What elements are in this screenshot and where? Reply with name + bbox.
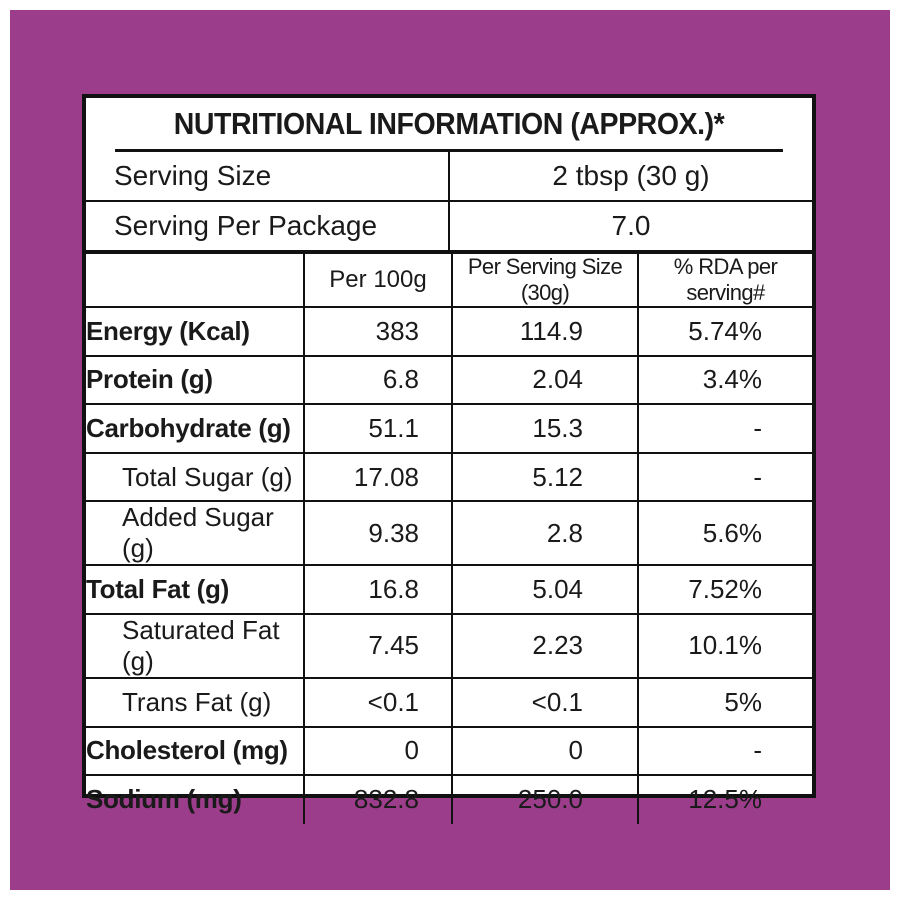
per-serving-value: <0.1 xyxy=(451,676,639,728)
nutrition-panel: NUTRITIONAL INFORMATION (APPROX.)* Servi… xyxy=(82,94,816,824)
servings-per-package-value: 7.0 xyxy=(611,210,651,241)
servings-per-package-row: Serving Per Package 7.0 xyxy=(86,202,812,254)
per-serving-value: 2.8 xyxy=(451,500,639,567)
per-100g-value: 6.8 xyxy=(303,354,453,406)
per-serving-value: 5.04 xyxy=(451,564,639,615)
rda-value: 3.4% xyxy=(637,354,812,406)
table-header-row: Per 100g Per Serving Size (30g) % RDA pe… xyxy=(86,254,812,308)
rda-value: 7.52% xyxy=(637,564,812,615)
table-row: Sodium (mg) 832.8 250.0 12.5% xyxy=(86,774,812,824)
servings-per-package-label: Serving Per Package xyxy=(86,202,450,250)
table-row: Total Fat (g) 16.8 5.04 7.52% xyxy=(86,564,812,615)
serving-size-row: Serving Size 2 tbsp (30 g) xyxy=(86,152,812,202)
per-100g-value: 9.38 xyxy=(303,500,453,567)
per-serving-value: 15.3 xyxy=(451,403,639,454)
per-100g-value: 16.8 xyxy=(303,564,453,615)
serving-size-value: 2 tbsp (30 g) xyxy=(552,160,710,191)
nutrient-label: Trans Fat (g) xyxy=(86,676,305,728)
per-100g-value: 383 xyxy=(303,306,453,357)
per-100g-value: 17.08 xyxy=(303,451,453,503)
panel-title: NUTRITIONAL INFORMATION (APPROX.)* xyxy=(115,98,783,152)
rda-value: 5% xyxy=(637,676,812,728)
per-serving-value: 5.12 xyxy=(451,451,639,503)
rda-value: - xyxy=(637,451,812,503)
table-row: Carbohydrate (g) 51.1 15.3 - xyxy=(86,403,812,454)
table-row: Saturated Fat (g) 7.45 2.23 10.1% xyxy=(86,612,812,679)
table-row: Protein (g) 6.8 2.04 3.4% xyxy=(86,354,812,406)
nutrition-table: Per 100g Per Serving Size (30g) % RDA pe… xyxy=(86,254,812,824)
rda-value: 5.74% xyxy=(637,306,812,357)
rda-value: - xyxy=(637,725,812,777)
table-row: Added Sugar (g) 9.38 2.8 5.6% xyxy=(86,500,812,567)
table-row: Trans Fat (g) <0.1 <0.1 5% xyxy=(86,676,812,728)
header-per-100g: Per 100g xyxy=(303,254,453,308)
nutrient-label: Cholesterol (mg) xyxy=(86,725,305,777)
nutrient-label: Added Sugar (g) xyxy=(86,500,305,567)
per-100g-value: <0.1 xyxy=(303,676,453,728)
per-100g-value: 832.8 xyxy=(303,774,453,824)
nutrient-label: Total Sugar (g) xyxy=(86,451,305,503)
per-serving-value: 2.23 xyxy=(451,612,639,679)
rda-value: - xyxy=(637,403,812,454)
nutrient-label: Sodium (mg) xyxy=(86,774,305,824)
per-100g-value: 51.1 xyxy=(303,403,453,454)
table-row: Cholesterol (mg) 0 0 - xyxy=(86,725,812,777)
rda-value: 5.6% xyxy=(637,500,812,567)
per-serving-value: 2.04 xyxy=(451,354,639,406)
rda-value: 10.1% xyxy=(637,612,812,679)
nutrient-label: Carbohydrate (g) xyxy=(86,403,305,454)
rda-value: 12.5% xyxy=(637,774,812,824)
nutrient-label: Protein (g) xyxy=(86,354,305,406)
per-100g-value: 0 xyxy=(303,725,453,777)
per-serving-value: 250.0 xyxy=(451,774,639,824)
serving-size-label: Serving Size xyxy=(86,152,450,200)
nutrient-label: Energy (Kcal) xyxy=(86,306,305,357)
per-serving-value: 0 xyxy=(451,725,639,777)
table-row: Energy (Kcal) 383 114.9 5.74% xyxy=(86,306,812,357)
per-serving-value: 114.9 xyxy=(451,306,639,357)
per-100g-value: 7.45 xyxy=(303,612,453,679)
header-per-serving: Per Serving Size (30g) xyxy=(451,254,639,308)
header-label-cell xyxy=(86,254,305,308)
table-row: Total Sugar (g) 17.08 5.12 - xyxy=(86,451,812,503)
nutrient-label: Saturated Fat (g) xyxy=(86,612,305,679)
header-rda: % RDA per serving# xyxy=(637,254,812,308)
nutrient-label: Total Fat (g) xyxy=(86,564,305,615)
